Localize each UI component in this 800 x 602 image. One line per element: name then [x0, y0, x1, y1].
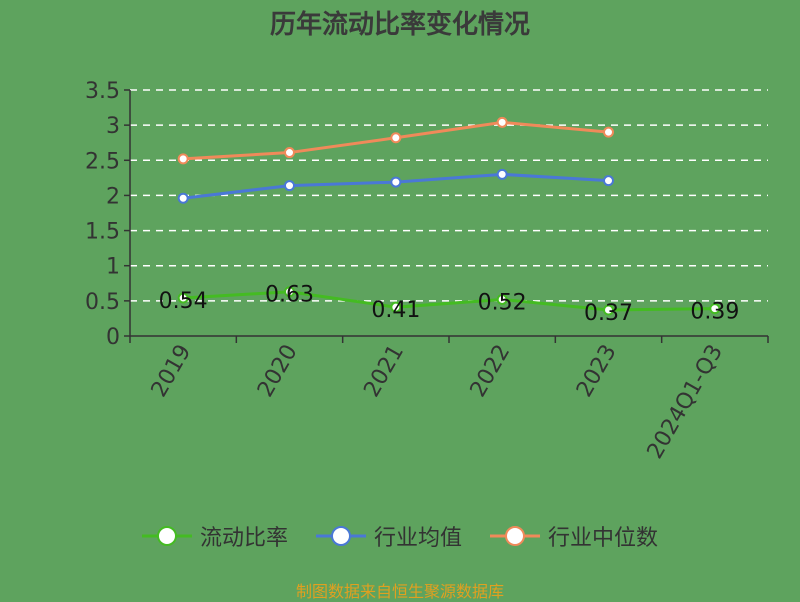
source-note: 制图数据来自恒生聚源数据库 [295, 582, 504, 601]
x-tick-label: 2020 [253, 341, 303, 402]
data-point [603, 126, 614, 138]
data-point [284, 180, 295, 192]
data-point [284, 286, 295, 298]
data-label: 0.39 [690, 300, 739, 325]
data-point [496, 116, 508, 128]
data-point [177, 153, 189, 165]
data-label: 0.54 [159, 289, 208, 314]
data-point [603, 175, 614, 187]
data-label: 0.41 [371, 298, 420, 323]
grid-lines [130, 89, 768, 302]
data-point [496, 168, 508, 180]
legend-item-industry-median[interactable]: 行业中位数 [490, 520, 658, 552]
data-label: 0.37 [584, 301, 633, 326]
data-point [496, 293, 508, 305]
data-point [390, 301, 402, 313]
data-labels: 0.54 0.63 0.41 0.52 0.37 0.39 [159, 283, 740, 326]
series-line-0 [183, 290, 715, 312]
y-tick-label: 0.5 [85, 290, 120, 315]
y-tick-label: 2 [106, 184, 120, 209]
y-tick-label: 2.5 [85, 149, 120, 174]
x-tick-label: 2023 [572, 341, 622, 402]
x-tick-label: 2021 [359, 341, 409, 402]
axes: 0 0.5 1 1.5 2 2.5 3 3.5 2019 2020 2021 2022 2023 2024… [85, 79, 769, 464]
x-tick-label: 2024Q1-Q3 [643, 341, 728, 464]
y-tick-label: 0 [106, 325, 120, 350]
y-tick-label: 3.5 [85, 79, 120, 104]
series-lines [177, 116, 721, 316]
data-label: 0.63 [265, 283, 314, 308]
legend-marker-industry-median [490, 526, 540, 546]
legend-item-industry-mean[interactable]: 行业均值 [315, 520, 462, 552]
data-point [709, 303, 721, 315]
legend-label: 流动比率 [199, 526, 288, 551]
legend-item-current-ratio[interactable]: 流动比率 [141, 520, 288, 552]
x-tick-label: 2019 [147, 341, 197, 402]
legend-label: 行业均值 [373, 526, 462, 551]
data-point [177, 292, 189, 304]
y-tick-label: 3 [106, 114, 120, 139]
data-point [603, 304, 614, 316]
data-point [390, 176, 402, 188]
chart-title: 历年流动比率变化情况 [269, 10, 530, 40]
legend-marker-industry-mean [315, 526, 366, 546]
data-point [284, 147, 295, 159]
legend-marker-current-ratio [141, 526, 192, 546]
y-tick-label: 1.5 [85, 220, 120, 245]
x-tick-label: 2022 [466, 340, 516, 401]
legend: 流动比率 行业均值 行业中位数 [0, 520, 800, 552]
legend-label: 行业中位数 [548, 526, 659, 551]
data-label: 0.52 [478, 290, 527, 315]
data-point [177, 192, 189, 204]
data-point [390, 132, 402, 144]
y-tick-label: 1 [106, 255, 120, 280]
